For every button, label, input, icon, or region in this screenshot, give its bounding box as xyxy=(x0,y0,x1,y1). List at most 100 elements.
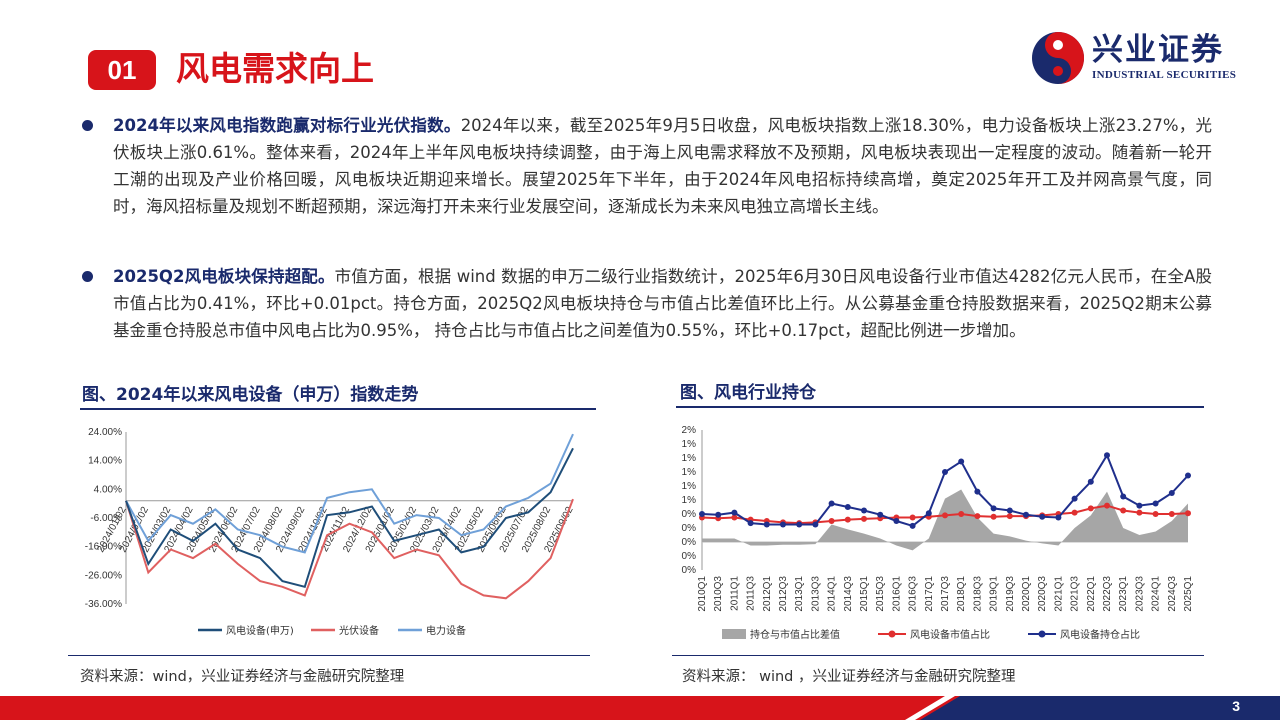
series-point xyxy=(1071,495,1078,502)
series-point xyxy=(1185,510,1191,517)
x-tick-label: 2018Q3 xyxy=(972,576,983,612)
series-point xyxy=(763,521,770,528)
series-point xyxy=(1168,511,1175,517)
x-tick-label: 2020Q3 xyxy=(1037,576,1048,612)
series-line xyxy=(125,433,574,554)
series-point xyxy=(699,511,705,517)
x-tick-label: 2025Q1 xyxy=(1183,576,1194,612)
series-point xyxy=(990,505,997,512)
x-tick-label: 2010Q1 xyxy=(697,576,708,612)
bullet-dot-icon xyxy=(82,271,93,282)
right-figure-source: 资料来源： wind ，兴业证券经济与金融研究院整理 xyxy=(682,669,1016,685)
right-source-rule xyxy=(672,655,1204,656)
left-figure-source: 资料来源：wind，兴业证券经济与金融研究院整理 xyxy=(80,669,405,685)
x-tick-label: 2016Q3 xyxy=(908,576,919,612)
x-tick-label: 2018Q1 xyxy=(956,576,967,612)
bullet-body: 市值方面，根据 wind 数据的申万二级行业指数统计，2025年6月30日风电设… xyxy=(113,267,1212,340)
y-tick-label: 1% xyxy=(682,481,697,492)
x-tick-label: 2021Q1 xyxy=(1053,576,1064,612)
series-point xyxy=(942,512,948,519)
series-point xyxy=(731,514,738,521)
y-tick-label: -16.00% xyxy=(85,542,122,553)
x-tick-label: 2019Q1 xyxy=(989,576,1000,612)
series-point xyxy=(1087,505,1094,512)
series-point xyxy=(861,507,867,514)
x-tick-label: 2020Q1 xyxy=(1021,576,1032,612)
y-tick-label: -36.00% xyxy=(85,599,122,610)
series-point xyxy=(990,513,997,520)
logo-mark-icon xyxy=(1032,32,1084,84)
x-tick-label: 2015Q3 xyxy=(875,576,886,612)
bullet-paragraph-1: 2024年以来风电指数跑赢对标行业光伏指数。2024年以来，截至2025年9月5… xyxy=(82,112,1212,220)
bullet-paragraph-2: 2025Q2风电板块保持超配。市值方面，根据 wind 数据的申万二级行业指数统… xyxy=(82,263,1212,344)
y-tick-label: 0% xyxy=(682,551,697,562)
series-point xyxy=(1006,513,1013,520)
x-tick-label: 2019Q3 xyxy=(1005,576,1016,612)
left-figure-rule xyxy=(80,408,596,410)
y-tick-label: 1% xyxy=(682,439,697,450)
y-tick-label: -26.00% xyxy=(85,570,122,581)
x-tick-label: 2010Q3 xyxy=(713,576,724,612)
series-line xyxy=(125,447,574,589)
series-point xyxy=(1006,507,1013,514)
legend-label: 风电设备持仓占比 xyxy=(1060,628,1140,641)
series-point xyxy=(796,521,803,528)
series-point xyxy=(1023,511,1029,518)
series-point xyxy=(1152,511,1159,517)
series-point xyxy=(1039,513,1046,520)
series-point xyxy=(925,510,932,517)
legend-swatch xyxy=(1038,630,1046,638)
section-number-badge: 01 xyxy=(88,50,156,90)
series-point xyxy=(1055,514,1062,521)
series-point xyxy=(1104,452,1110,459)
series-point xyxy=(1120,493,1127,500)
x-tick-label: 2022Q3 xyxy=(1102,576,1113,612)
legend-swatch xyxy=(722,629,746,639)
x-tick-label: 2014Q3 xyxy=(843,576,854,612)
bullet-lead: 2025Q2风电板块保持超配。 xyxy=(113,267,335,286)
y-tick-label: 1% xyxy=(682,467,697,478)
series-point xyxy=(844,516,851,523)
left-source-rule xyxy=(68,655,590,656)
series-point xyxy=(877,511,884,518)
x-tick-label: 2012Q3 xyxy=(778,576,789,612)
y-tick-label: 0% xyxy=(682,509,697,520)
y-tick-label: 0% xyxy=(682,537,697,548)
bullet-body: 2024年以来，截至2025年9月5日收盘，风电板块指数上涨18.30%，电力设… xyxy=(113,116,1212,216)
x-tick-label: 2012Q1 xyxy=(762,576,773,612)
legend-label: 光伏设备 xyxy=(339,624,379,637)
x-tick-label: 2023Q1 xyxy=(1118,576,1129,612)
y-tick-label: 24.00% xyxy=(88,427,122,438)
company-logo: 兴业证券 INDUSTRIAL SECURITIES xyxy=(1030,30,1252,86)
y-tick-label: 1% xyxy=(682,453,697,464)
legend-label: 风电设备市值占比 xyxy=(910,628,990,641)
logo-english-name: INDUSTRIAL SECURITIES xyxy=(1092,69,1237,81)
y-tick-label: -6.00% xyxy=(90,513,122,524)
y-tick-label: 4.00% xyxy=(94,484,122,495)
legend-swatch xyxy=(888,630,896,638)
series-point xyxy=(958,458,965,465)
series-point xyxy=(715,511,722,518)
series-point xyxy=(1168,490,1175,496)
series-point xyxy=(780,521,786,528)
series-point xyxy=(1185,472,1191,479)
legend-label: 风电设备(申万) xyxy=(226,624,294,637)
y-tick-label: 0% xyxy=(682,565,697,576)
series-point xyxy=(1120,507,1127,514)
right-figure-rule xyxy=(676,406,1204,408)
x-tick-label: 2017Q3 xyxy=(940,576,951,612)
wind-holdings-chart: 2%1%1%1%1%1%0%0%0%0%0%2010Q1 2010Q3 2011Q1… xyxy=(682,425,1194,641)
footer-bar xyxy=(0,696,1280,720)
right-figure-title: 图、风电行业持仓 xyxy=(680,383,816,403)
series-point xyxy=(828,518,835,524)
bullet-dot-icon xyxy=(82,120,93,131)
x-tick-label: 2016Q1 xyxy=(891,576,902,612)
series-point xyxy=(861,515,867,522)
x-tick-label: 2011Q1 xyxy=(729,576,740,611)
x-tick-label: 2021Q3 xyxy=(1070,576,1081,612)
x-tick-label: 2013Q3 xyxy=(810,576,821,612)
series-point xyxy=(1136,502,1143,509)
series-line xyxy=(125,498,574,600)
series-point xyxy=(942,469,948,475)
series-point xyxy=(1136,509,1143,516)
